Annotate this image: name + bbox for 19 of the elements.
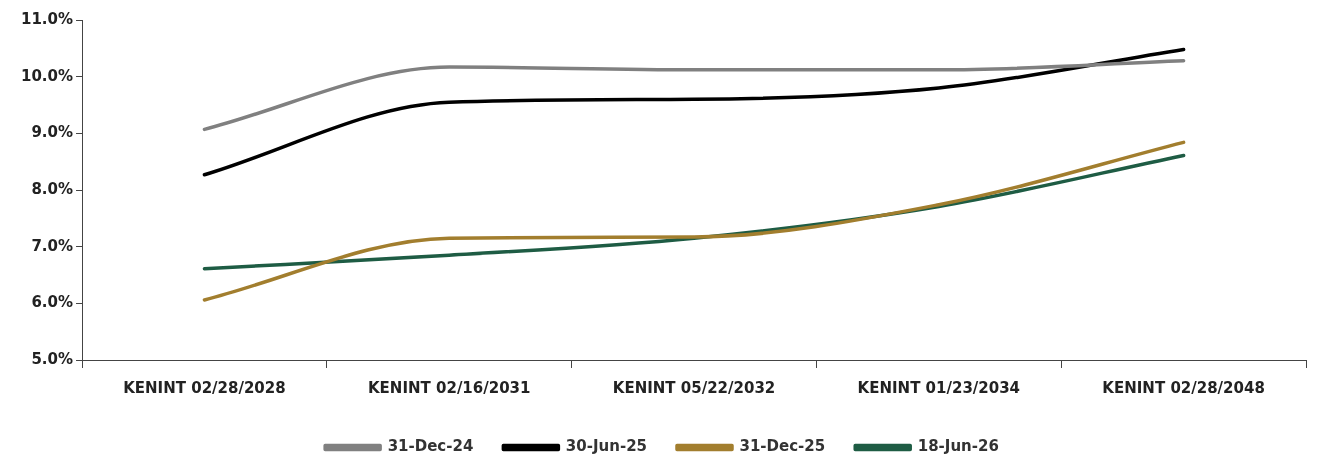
- legend-label: 18-Jun-26: [917, 437, 999, 456]
- y-tick-label: 11.0%: [20, 9, 74, 28]
- legend-label: 31-Dec-25: [739, 437, 826, 456]
- legend-label: 30-Jun-25: [565, 437, 647, 456]
- legend-label: 31-Dec-24: [387, 437, 474, 456]
- y-tick-label: 5.0%: [31, 349, 74, 368]
- x-tick-label: KENINT 05/22/2032: [612, 378, 776, 397]
- x-tick-label: KENINT 02/28/2028: [123, 378, 286, 397]
- y-tick-label: 10.0%: [20, 66, 74, 85]
- x-tick-label: KENINT 02/28/2048: [1102, 378, 1265, 397]
- line-series: [202, 140, 1186, 302]
- x-tick-label: KENINT 02/16/2031: [367, 378, 531, 397]
- x-tick-label: KENINT 01/23/2034: [857, 378, 1021, 397]
- y-tick-label: 8.0%: [31, 179, 74, 198]
- y-tick-label: 9.0%: [31, 123, 74, 142]
- y-tick-label: 6.0%: [31, 293, 74, 312]
- y-tick-label: 7.0%: [31, 236, 74, 255]
- line-series: [202, 59, 1186, 132]
- line-series: [202, 47, 1186, 177]
